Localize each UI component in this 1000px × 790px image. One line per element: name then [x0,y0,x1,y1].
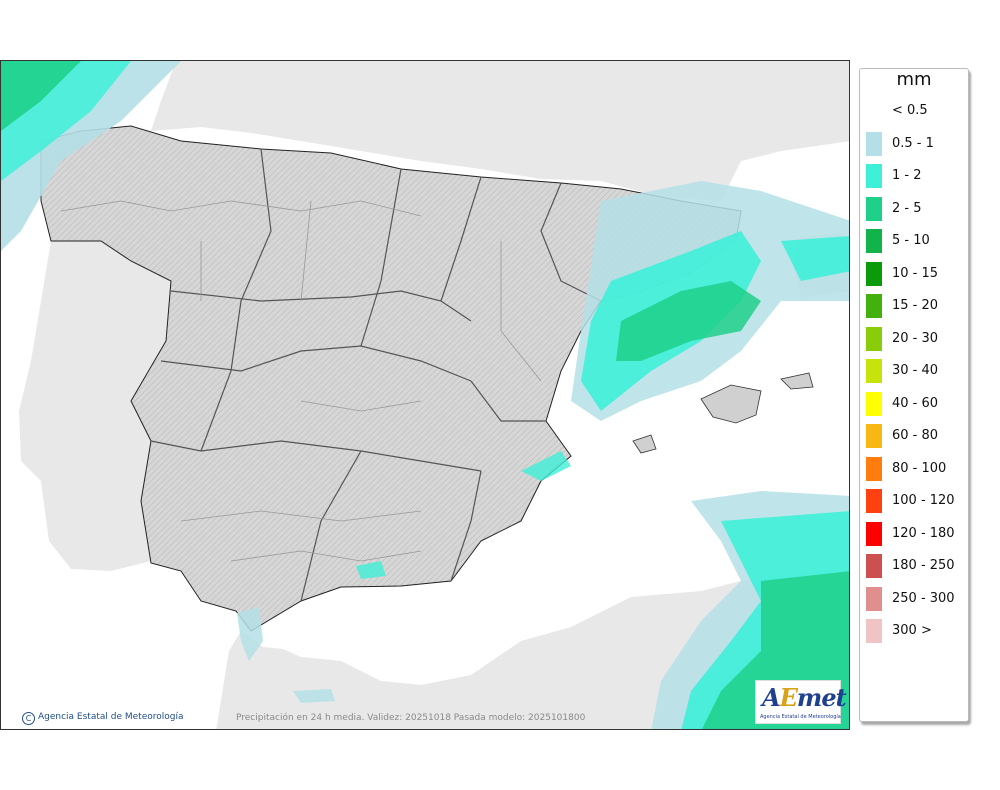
legend-swatch [866,489,882,513]
legend-swatch [866,391,882,416]
legend-label: 300 > [892,623,932,638]
legend-swatch [866,586,882,611]
legend-item: 100 - 120 [864,487,966,513]
legend-item: 30 - 40 [864,357,966,383]
region-borders [150,148,602,602]
aemet-subtitle: Agencia Estatal de Meteorología [760,714,841,720]
legend-label: 80 - 100 [892,460,947,476]
france-landmass [151,61,849,201]
legend-item: 5 - 10 [864,227,966,253]
precipitation-overlay [1,61,849,729]
legend-item: 180 - 250 [864,552,966,578]
legend-swatch [866,619,882,643]
spain-landmass [40,125,742,632]
legend-label: 180 - 250 [892,558,955,573]
copyright-icon: C [22,712,35,725]
agency-credit[interactable]: C Agencia Estatal de Meteorología [22,712,184,725]
legend-item: < 0.5 [864,97,966,123]
legend-swatch [866,554,882,578]
legend-swatch [866,261,882,286]
legend-label: 1 - 2 [892,168,922,183]
legend-label: 120 - 180 [892,525,955,541]
legend-item: 15 - 20 [864,292,966,318]
legend-swatch [866,164,882,188]
legend-label: 250 - 300 [892,590,955,606]
legend-label: 0.5 - 1 [892,135,934,151]
legend-label: 5 - 10 [892,233,930,248]
legend-swatch [866,326,882,351]
legend-unit: mm [896,69,932,90]
legend-item: 0.5 - 1 [864,130,966,156]
precipitation-map [0,60,850,730]
legend-swatch [866,521,882,546]
aemet-wordmark: AEmet [762,683,847,712]
legend-swatch [866,196,882,221]
legend-item: 60 - 80 [864,422,966,448]
legend-swatch [866,99,882,123]
legend-label: 15 - 20 [892,298,939,313]
legend-swatch [866,424,882,448]
legend-item: 20 - 30 [864,325,966,351]
legend-label: 60 - 80 [892,428,939,443]
mallorca [700,384,762,424]
legend-label: < 0.5 [892,103,928,118]
province-borders [60,200,542,562]
legend-swatch [866,131,882,156]
legend-swatch [866,229,882,253]
legend-item: 40 - 60 [864,390,966,416]
agency-credit-text: Agencia Estatal de Meteorología [38,712,184,722]
precipitation-legend: mm < 0.5 0.5 - 1 1 - 2 2 - 5 5 - 10 10 - 15 15… [859,68,969,722]
legend-label: 100 - 120 [892,493,955,508]
legend-swatch [866,294,882,318]
map-canvas [1,61,849,729]
menorca [780,372,814,390]
legend-item: 1 - 2 [864,162,966,188]
legend-item: 250 - 300 [864,585,966,611]
legend-item: 80 - 100 [864,455,966,481]
legend-label: 40 - 60 [892,395,939,411]
legend-item: 120 - 180 [864,520,966,546]
legend-item: 300 > [864,617,966,643]
portugal-landmass [19,241,171,571]
aemet-logo: AEmet Agencia Estatal de Meteorología [755,680,847,724]
legend-label: 20 - 30 [892,330,939,346]
legend-label: 10 - 15 [892,265,939,281]
legend-item: 10 - 15 [864,260,966,286]
legend-item: 2 - 5 [864,195,966,221]
legend-swatch [866,359,882,383]
legend-label: 30 - 40 [892,363,939,378]
map-caption: Precipitación en 24 h media. Validez: 20… [236,713,586,723]
legend-swatch [866,456,882,481]
legend-label: 2 - 5 [892,200,922,216]
ibiza [632,434,657,454]
